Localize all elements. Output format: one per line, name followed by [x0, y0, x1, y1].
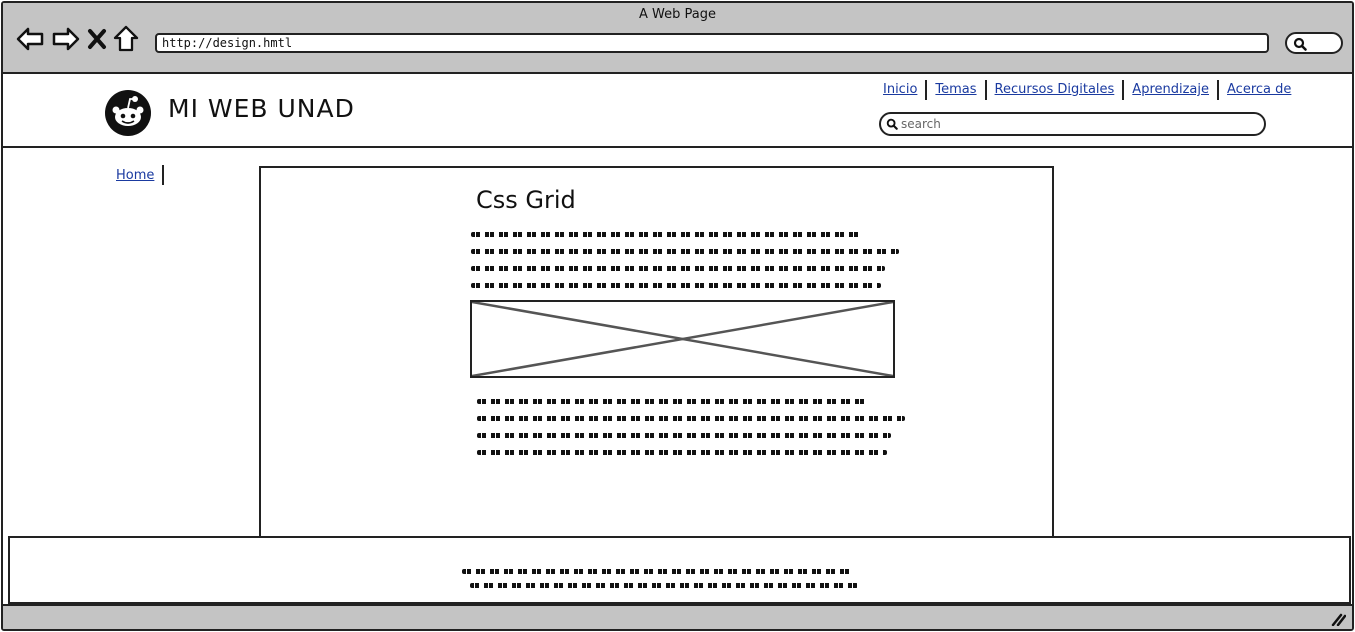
- breadcrumb-separator: [162, 165, 165, 185]
- top-navigation: Inicio Temas Recursos Digitales Aprendiz…: [875, 80, 1299, 100]
- search-icon: [1293, 37, 1307, 51]
- main-content-panel: Css Grid: [259, 166, 1054, 546]
- close-icon[interactable]: [87, 28, 107, 50]
- scribble-line: [471, 232, 861, 237]
- scribble-line: [470, 583, 858, 588]
- nav-separator: [925, 80, 928, 100]
- site-title: MI WEB UNAD: [168, 94, 355, 123]
- browser-chrome: A Web Page http://design.hmtl: [3, 3, 1352, 74]
- nav-separator: [1122, 80, 1125, 100]
- nav-link-temas[interactable]: Temas: [935, 82, 977, 97]
- nav-link-recursos-digitales[interactable]: Recursos Digitales: [994, 82, 1115, 97]
- image-placeholder: [470, 300, 895, 378]
- nav-separator: [1217, 80, 1220, 100]
- scribble-line: [477, 433, 891, 438]
- image-placeholder-cross: [471, 300, 894, 378]
- scribble-line: [471, 266, 885, 271]
- window-title: A Web Page: [639, 7, 716, 22]
- resize-grip-icon[interactable]: [1330, 612, 1346, 626]
- site-search-field[interactable]: [879, 112, 1266, 136]
- placeholder-text-block: [471, 232, 901, 300]
- scribble-line: [462, 569, 854, 574]
- back-arrow-icon[interactable]: [15, 26, 45, 52]
- scribble-line: [471, 249, 899, 254]
- forward-arrow-icon[interactable]: [51, 26, 81, 52]
- nav-link-acerca-de[interactable]: Acerca de: [1227, 82, 1292, 97]
- nav-link-aprendizaje[interactable]: Aprendizaje: [1132, 82, 1210, 97]
- nav-link-inicio[interactable]: Inicio: [883, 82, 918, 97]
- placeholder-text-block: [477, 399, 907, 467]
- browser-search-box[interactable]: [1285, 32, 1343, 54]
- breadcrumb-home-link[interactable]: Home: [116, 167, 155, 183]
- footer-text-block: [462, 569, 862, 600]
- page-title: Css Grid: [476, 186, 576, 214]
- address-bar[interactable]: http://design.hmtl: [155, 33, 1269, 53]
- search-icon: [886, 118, 898, 130]
- scribble-line: [477, 450, 887, 455]
- site-footer: [8, 536, 1351, 604]
- browser-nav-buttons: [15, 23, 139, 55]
- browser-status-bar: [3, 604, 1352, 629]
- site-header: MI WEB UNAD Inicio Temas Recursos Digita…: [3, 74, 1352, 148]
- site-logo[interactable]: [104, 89, 152, 137]
- nav-separator: [984, 80, 987, 100]
- scribble-line: [477, 399, 867, 404]
- breadcrumb: Home: [116, 165, 165, 185]
- scribble-line: [471, 283, 881, 288]
- scribble-line: [477, 416, 905, 421]
- home-icon[interactable]: [113, 25, 139, 53]
- search-input[interactable]: [901, 116, 1241, 132]
